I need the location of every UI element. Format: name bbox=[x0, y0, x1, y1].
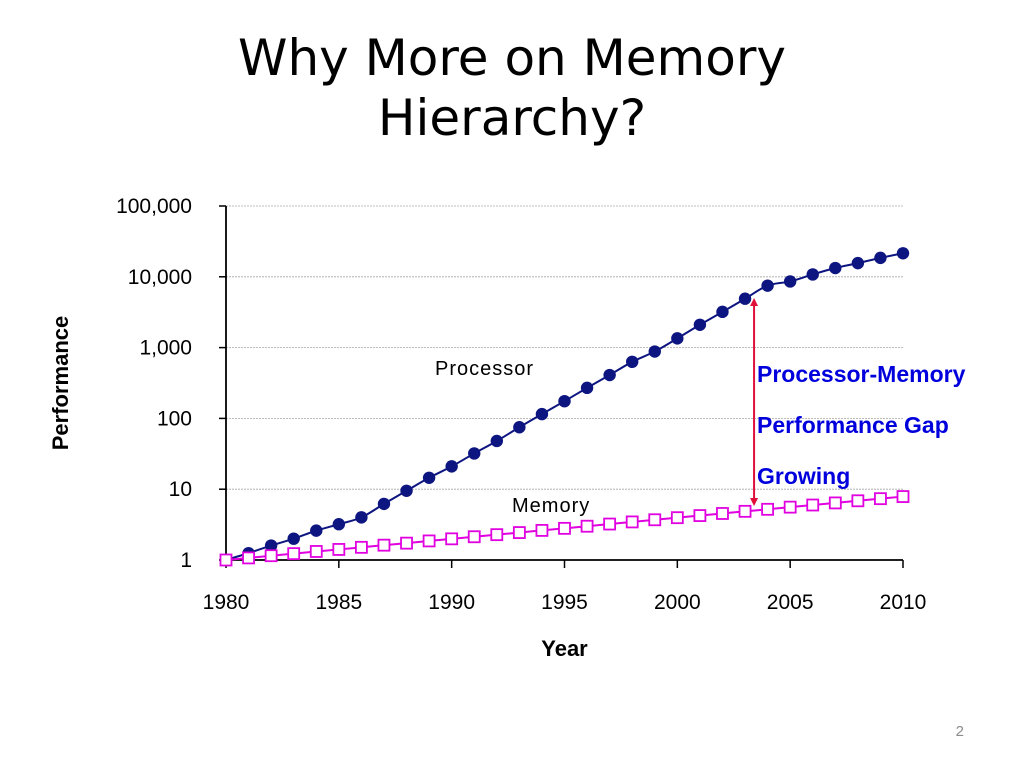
processor-point bbox=[626, 355, 639, 369]
memory-point bbox=[377, 538, 391, 552]
memory-point bbox=[693, 509, 707, 522]
processor-point bbox=[445, 460, 458, 473]
memory-point bbox=[354, 540, 368, 554]
processor-point bbox=[264, 539, 278, 552]
memory-point bbox=[828, 496, 842, 510]
processor-point bbox=[513, 421, 526, 434]
y-tick-label: 10 bbox=[169, 478, 192, 501]
processor-point bbox=[377, 497, 391, 511]
processor-point bbox=[558, 394, 571, 408]
processor-point bbox=[603, 368, 616, 382]
processor-point bbox=[693, 318, 707, 331]
memory-point bbox=[219, 553, 233, 567]
processor-point bbox=[829, 261, 842, 275]
processor-point bbox=[851, 256, 865, 270]
memory-point bbox=[896, 490, 910, 503]
processor-point bbox=[468, 447, 481, 460]
memory-point bbox=[851, 494, 865, 508]
processor-point bbox=[806, 268, 819, 281]
x-tick-label: 2010 bbox=[880, 591, 927, 614]
memory-point bbox=[874, 492, 887, 506]
x-tick-label: 1990 bbox=[428, 591, 475, 614]
memory-point bbox=[445, 532, 459, 546]
processor-point bbox=[535, 407, 549, 421]
memory-point bbox=[738, 504, 752, 518]
title-line-2: Hierarchy? bbox=[377, 89, 647, 147]
processor-point bbox=[580, 381, 594, 395]
memory-point bbox=[625, 515, 639, 529]
y-tick-label: 1 bbox=[180, 549, 192, 572]
memory-point bbox=[603, 517, 617, 531]
processor-point bbox=[896, 247, 910, 260]
processor-point bbox=[874, 251, 887, 265]
processor-point bbox=[648, 345, 661, 358]
memory-point bbox=[242, 551, 255, 565]
memory-point bbox=[670, 511, 684, 525]
x-tick-label: 1980 bbox=[203, 591, 250, 614]
memory-point bbox=[806, 498, 820, 512]
processor-point bbox=[671, 332, 684, 345]
memory-point bbox=[467, 530, 481, 544]
memory-point bbox=[716, 507, 729, 520]
memory-point bbox=[761, 502, 774, 516]
processor-point bbox=[355, 511, 368, 524]
memory-point bbox=[490, 528, 504, 542]
processor-point bbox=[761, 279, 774, 292]
y-tick-label: 1,000 bbox=[139, 337, 192, 360]
series-layer bbox=[219, 247, 910, 567]
annotations: Processor Memory Processor-Memory Performan… bbox=[435, 298, 966, 517]
x-tick-label: 2000 bbox=[654, 591, 701, 614]
y-tick-label: 100 bbox=[157, 407, 192, 430]
memory-point bbox=[580, 519, 594, 533]
processor-point bbox=[310, 524, 323, 537]
x-tick-label: 2005 bbox=[767, 591, 814, 614]
memory-point bbox=[264, 549, 278, 563]
memory-point bbox=[535, 523, 549, 537]
x-axis-title: Year bbox=[541, 636, 588, 661]
processor-point bbox=[422, 471, 436, 484]
processor-point bbox=[332, 518, 346, 531]
slide-title: Why More on Memory Hierarchy? bbox=[112, 28, 912, 148]
grid-lines bbox=[226, 205, 903, 490]
memory-point bbox=[783, 500, 797, 514]
gap-text-line: Growing bbox=[757, 463, 850, 489]
y-tick-label: 100,000 bbox=[116, 195, 192, 218]
gap-text-line: Performance Gap bbox=[757, 412, 949, 438]
x-tick-label: 1995 bbox=[541, 591, 588, 614]
processor-point bbox=[716, 305, 729, 319]
y-tick-label: 10,000 bbox=[128, 266, 192, 289]
axes: 1 10 100 1,000 10,000 100,000 1980 1985 1990 1995… bbox=[48, 195, 926, 661]
memory-point bbox=[422, 534, 436, 548]
processor-series-label: Processor bbox=[435, 358, 534, 380]
memory-point bbox=[309, 545, 323, 558]
memory-point bbox=[400, 536, 413, 550]
y-axis-title: Performance bbox=[48, 316, 73, 451]
memory-point bbox=[332, 543, 346, 556]
processor-point bbox=[783, 275, 797, 288]
processor-point bbox=[400, 484, 413, 497]
memory-point bbox=[648, 513, 662, 527]
memory-point bbox=[512, 526, 526, 539]
memory-point bbox=[287, 547, 301, 561]
processor-point bbox=[738, 292, 752, 305]
title-line-1: Why More on Memory bbox=[238, 29, 786, 87]
memory-point bbox=[558, 521, 571, 535]
x-tick-label: 1985 bbox=[315, 591, 362, 614]
memory-series-label: Memory bbox=[512, 495, 590, 517]
page-number: 2 bbox=[955, 723, 964, 740]
processor-point bbox=[287, 532, 300, 545]
gap-text-line: Processor-Memory bbox=[757, 361, 966, 387]
processor-point bbox=[490, 434, 503, 448]
